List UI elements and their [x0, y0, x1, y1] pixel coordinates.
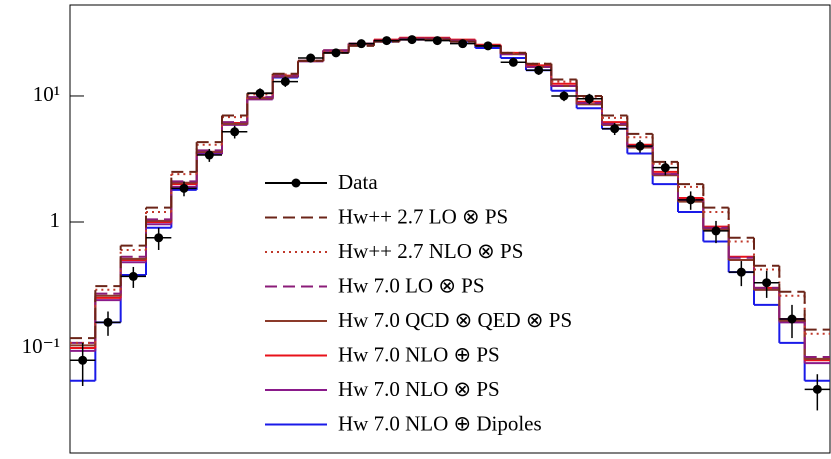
legend-label: Hw++ 2.7 NLO ⊗ PS — [338, 239, 523, 263]
data-point — [128, 271, 138, 281]
data-point — [255, 88, 265, 98]
data-point — [812, 384, 822, 394]
data-point — [407, 35, 417, 45]
legend-label: Data — [338, 170, 378, 194]
data-point — [382, 36, 392, 46]
data-point — [762, 278, 772, 288]
data-point — [534, 65, 544, 75]
data-point — [711, 226, 721, 236]
legend-label: Hw 7.0 NLO ⊕ Dipoles — [338, 411, 542, 435]
plot-frame — [69, 4, 831, 454]
legend-marker — [291, 178, 301, 188]
data-point — [660, 163, 670, 173]
data-point — [179, 183, 189, 193]
data-point — [78, 355, 88, 365]
data-point — [787, 314, 797, 324]
data-point — [686, 195, 696, 205]
data-point — [635, 141, 645, 151]
legend-label: Hw 7.0 NLO ⊗ PS — [338, 377, 500, 401]
data-point — [610, 124, 620, 134]
y-tick-label: 1 — [50, 208, 61, 232]
data-point — [356, 39, 366, 49]
data-point — [154, 233, 164, 243]
data-point — [458, 39, 468, 49]
data-point — [230, 127, 240, 137]
legend-label: Hw 7.0 QCD ⊗ QED ⊗ PS — [338, 308, 572, 332]
data-point — [432, 36, 442, 46]
data-point — [736, 267, 746, 277]
data-point — [306, 53, 316, 63]
data-point — [103, 317, 113, 327]
legend-label: Hw++ 2.7 LO ⊗ PS — [338, 204, 508, 228]
data-point — [559, 91, 569, 101]
data-point — [584, 94, 594, 104]
data-point — [331, 48, 341, 58]
y-tick-label: 10⁻¹ — [22, 334, 60, 358]
y-tick-label: 10¹ — [33, 82, 60, 106]
data-point — [483, 41, 493, 51]
data-point — [280, 77, 290, 87]
data-point — [204, 150, 214, 160]
data-point — [508, 57, 518, 67]
legend-label: Hw 7.0 LO ⊗ PS — [338, 273, 485, 297]
legend-label: Hw 7.0 NLO ⊕ PS — [338, 342, 500, 366]
